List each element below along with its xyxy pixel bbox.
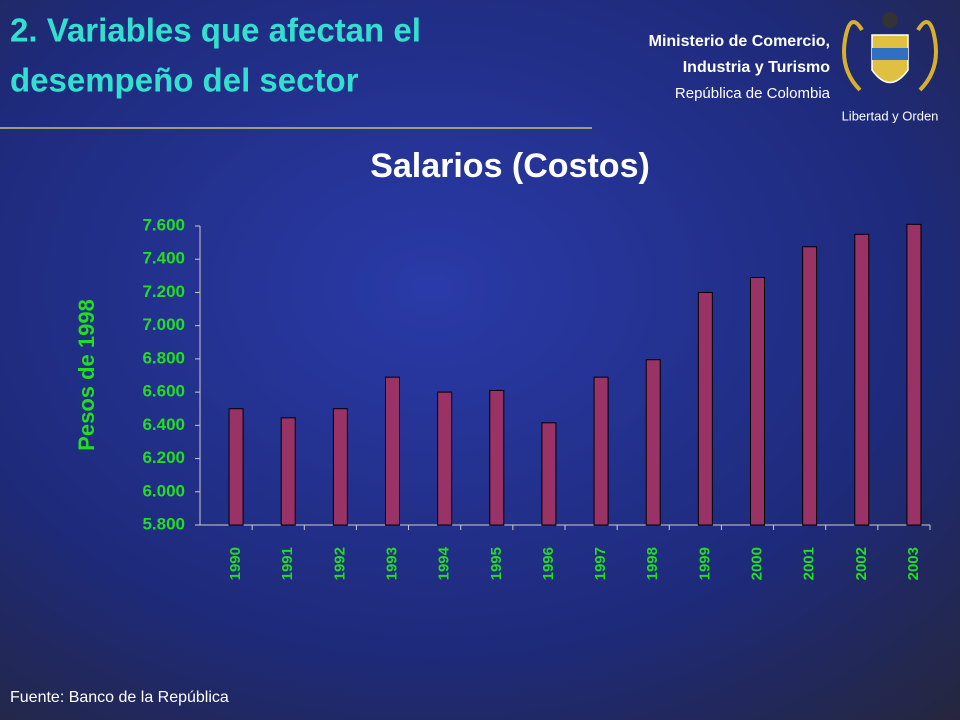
chart-title: Salarios (Costos)	[370, 147, 650, 185]
source-note: Fuente: Banco de la República	[10, 689, 229, 706]
y-axis-label: Pesos de 1998	[74, 299, 99, 451]
bar	[802, 246, 818, 526]
x-tick-label: 1994	[436, 546, 453, 580]
slide-title: 2. Variables que afectan el	[10, 12, 421, 49]
bar	[228, 408, 244, 526]
x-tick-label: 1992	[331, 547, 348, 580]
y-tick-label: 7.200	[142, 282, 185, 301]
x-tick-label: 2001	[801, 547, 818, 580]
org-name: Industria y Turismo	[683, 59, 831, 76]
y-tick-label: 6.400	[142, 415, 185, 434]
bar	[280, 417, 296, 526]
bar	[541, 422, 557, 526]
y-tick-label: 6.200	[142, 448, 185, 467]
x-tick-label: 1990	[227, 547, 244, 580]
x-tick-label: 2003	[905, 547, 922, 580]
y-tick-label: 6.600	[142, 382, 185, 401]
x-tick-label: 1999	[696, 547, 713, 580]
bar	[645, 359, 661, 526]
bar	[593, 376, 609, 526]
x-tick-label: 1991	[279, 547, 296, 580]
org-country: República de Colombia	[675, 85, 831, 102]
bar	[697, 291, 713, 526]
x-tick-label: 2002	[853, 547, 870, 580]
bar	[854, 233, 870, 526]
x-tick-label: 1996	[540, 547, 557, 580]
y-tick-label: 6.800	[142, 348, 185, 367]
slide-title: desempeño del sector	[10, 62, 359, 99]
bar	[906, 223, 922, 526]
bar	[332, 408, 348, 526]
org-name: Ministerio de Comercio,	[649, 33, 830, 50]
bar	[437, 391, 453, 526]
coat-of-arms	[842, 12, 938, 92]
bar	[489, 389, 505, 526]
motto: Libertad y Orden	[842, 108, 939, 123]
y-tick-label: 6.000	[142, 481, 185, 500]
x-tick-label: 2000	[748, 547, 765, 580]
y-tick-label: 7.600	[142, 215, 185, 234]
y-tick-label: 7.400	[142, 249, 185, 268]
x-tick-label: 1995	[488, 547, 505, 580]
x-tick-label: 1998	[644, 547, 661, 580]
x-tick-label: 1997	[592, 547, 609, 580]
bar	[750, 276, 765, 526]
y-tick-label: 5.800	[142, 514, 185, 533]
x-tick-label: 1993	[383, 547, 400, 580]
y-tick-label: 7.000	[142, 315, 185, 334]
bar	[385, 376, 400, 526]
